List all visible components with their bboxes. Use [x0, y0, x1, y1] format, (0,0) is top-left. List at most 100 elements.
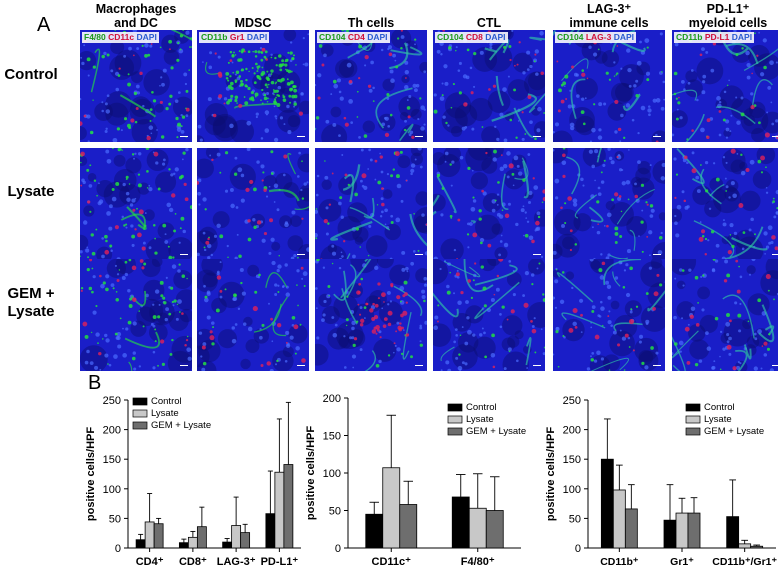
y-tick-label: 100	[563, 484, 581, 496]
stain-name: CD8	[465, 32, 483, 42]
legend-swatch	[685, 427, 701, 436]
micrograph-image	[433, 148, 545, 260]
y-axis-label: positive cells/HPF	[305, 426, 317, 520]
column-title-line: PD-L1⁺	[706, 2, 750, 16]
column-title: LAG-3⁺ immune cells	[549, 2, 669, 30]
row-label-line: Lysate	[7, 303, 55, 320]
scale-bar	[297, 364, 305, 366]
y-tick-label: 0	[575, 543, 581, 555]
y-tick-label: 0	[335, 543, 341, 555]
x-tick-label: CD8⁺	[179, 556, 207, 568]
stain-legend: CD11b PD-L1 DAPI	[674, 32, 755, 43]
micrograph-image	[315, 259, 427, 371]
stain-name: CD104	[557, 32, 584, 42]
bar	[600, 458, 614, 549]
legend-swatch	[447, 415, 463, 424]
bar	[135, 539, 146, 549]
micrograph-image	[672, 148, 778, 260]
bar	[663, 519, 677, 549]
bar-chart-mdsc: positive cells/HPF 0 50 100 150 200 250 CD11b⁺ G…	[545, 395, 778, 568]
scale-bar	[533, 135, 541, 137]
micrograph-tile: F4/80 CD11c DAPI	[80, 30, 192, 142]
y-tick-label: 150	[103, 454, 121, 466]
x-tick-label: CD11c⁺	[372, 556, 412, 568]
micrograph-image	[553, 148, 665, 260]
panel-letter-a: A	[37, 14, 51, 36]
legend-swatch	[685, 403, 701, 412]
micrograph-image	[197, 148, 309, 260]
column-title-line: MDSC	[234, 16, 272, 30]
y-tick-label: 250	[563, 395, 581, 407]
y-tick-label: 50	[569, 513, 581, 525]
scale-bar	[653, 253, 661, 255]
stain-name: DAPI	[731, 32, 753, 42]
column-title-line: Th cells	[347, 16, 395, 30]
row-label-line: GEM +	[7, 285, 55, 302]
micrograph-tile	[315, 148, 427, 260]
scale-bar	[533, 253, 541, 255]
legend-label: Control	[704, 402, 735, 413]
column-title-line: CTL	[476, 16, 502, 30]
y-axis-label: positive cells/HPF	[85, 427, 97, 521]
stain-name: CD104	[319, 32, 346, 42]
micrograph-image	[315, 30, 427, 142]
micrograph-tile	[672, 148, 778, 260]
column-title-line: Macrophages	[95, 2, 177, 16]
stain-legend: CD104 CD4 DAPI	[317, 32, 390, 43]
scale-bar	[772, 364, 778, 366]
x-tick-label: CD4⁺	[136, 556, 164, 568]
y-tick-label: 0	[115, 543, 121, 555]
scale-bar	[297, 135, 305, 137]
legend-swatch	[447, 403, 463, 412]
row-label: Lysate	[0, 183, 62, 201]
scale-bar	[297, 253, 305, 255]
micrograph-image	[433, 259, 545, 371]
scale-bar	[415, 364, 423, 366]
column-title: CTL	[429, 16, 549, 30]
legend-label: Lysate	[151, 408, 179, 419]
micrograph-image	[80, 259, 192, 371]
y-tick-label: 200	[103, 425, 121, 437]
bar	[153, 523, 164, 549]
x-tick-label: CD11b⁺/Gr1⁺	[712, 556, 777, 568]
stain-name: CD104	[437, 32, 464, 42]
column-title-line: and DC	[114, 16, 158, 30]
y-tick-label: 150	[323, 431, 341, 443]
bar	[365, 513, 384, 549]
scale-bar	[533, 364, 541, 366]
scale-bar	[415, 135, 423, 137]
bar	[187, 536, 198, 549]
x-tick-label: LAG-3⁺	[217, 556, 256, 568]
bar	[750, 545, 764, 549]
scale-bar	[772, 253, 778, 255]
scale-bar	[180, 253, 188, 255]
legend-label: Lysate	[466, 414, 494, 425]
bar	[399, 504, 418, 549]
bar	[738, 543, 752, 549]
legend-swatch	[447, 427, 463, 436]
bar	[231, 525, 242, 549]
stain-name: DAPI	[367, 32, 388, 42]
micrograph-tile: CD11b PD-L1 DAPI	[672, 30, 778, 142]
stain-name: F4/80	[84, 32, 106, 42]
legend-swatch	[132, 409, 148, 418]
x-tick-label: Gr1⁺	[670, 556, 694, 568]
bar	[485, 510, 504, 549]
bar-chart-macrophages: positive cells/HPF 0 50 100 150 200 CD11c⁺ F4/8…	[305, 393, 526, 568]
micrograph-tile	[433, 259, 545, 371]
scale-bar	[772, 135, 778, 137]
micrograph-tile: CD11b Gr1 DAPI	[197, 30, 309, 142]
stain-name: DAPI	[613, 32, 635, 42]
stain-name: PD-L1	[704, 32, 730, 42]
column-title: MDSC	[193, 16, 313, 30]
micrograph-image	[553, 259, 665, 371]
bar	[382, 467, 401, 549]
stain-legend: CD104 CD8 DAPI	[435, 32, 508, 43]
panel-letter-b: B	[88, 372, 102, 394]
bar	[240, 532, 251, 549]
stain-name: CD11c	[108, 32, 135, 42]
column-title: Th cells	[311, 16, 431, 30]
